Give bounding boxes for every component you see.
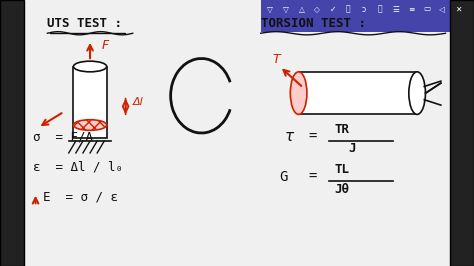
Text: ε  = Δl / l₀: ε = Δl / l₀	[33, 160, 123, 173]
Ellipse shape	[290, 72, 307, 114]
Text: ▭: ▭	[423, 5, 430, 14]
Text: ✕: ✕	[455, 5, 461, 14]
Ellipse shape	[73, 61, 107, 72]
Text: ✓: ✓	[329, 5, 336, 14]
Text: E  = σ / ε: E = σ / ε	[43, 191, 118, 204]
Text: △: △	[299, 5, 304, 14]
FancyBboxPatch shape	[73, 66, 107, 138]
Text: F: F	[102, 39, 109, 52]
FancyBboxPatch shape	[299, 72, 417, 114]
FancyBboxPatch shape	[450, 0, 474, 266]
Text: ≡: ≡	[408, 5, 414, 14]
Text: TL: TL	[334, 163, 349, 176]
Text: ◁: ◁	[439, 5, 445, 14]
Text: ⌒: ⌒	[377, 5, 382, 14]
Text: T: T	[273, 52, 280, 65]
Text: G: G	[280, 170, 288, 184]
Text: σ  = F/A: σ = F/A	[33, 131, 93, 144]
Text: TORSION TEST :: TORSION TEST :	[261, 16, 366, 30]
Text: Δl: Δl	[133, 97, 144, 107]
Text: J: J	[348, 142, 356, 155]
Text: ↄ: ↄ	[362, 5, 366, 14]
Text: ⌒: ⌒	[346, 5, 351, 14]
Text: =: =	[308, 130, 317, 144]
Text: ▽: ▽	[283, 5, 289, 14]
Ellipse shape	[409, 72, 426, 114]
Ellipse shape	[73, 120, 107, 130]
Text: ◇: ◇	[314, 5, 320, 14]
FancyBboxPatch shape	[0, 0, 24, 266]
Text: $\tau$: $\tau$	[284, 129, 296, 144]
Text: Jθ: Jθ	[334, 183, 349, 196]
Text: ▽: ▽	[267, 5, 273, 14]
Text: TR: TR	[334, 123, 349, 136]
Text: =: =	[308, 170, 317, 184]
FancyBboxPatch shape	[261, 0, 474, 32]
Text: UTS TEST :: UTS TEST :	[47, 16, 122, 30]
Text: ☰: ☰	[392, 5, 399, 14]
